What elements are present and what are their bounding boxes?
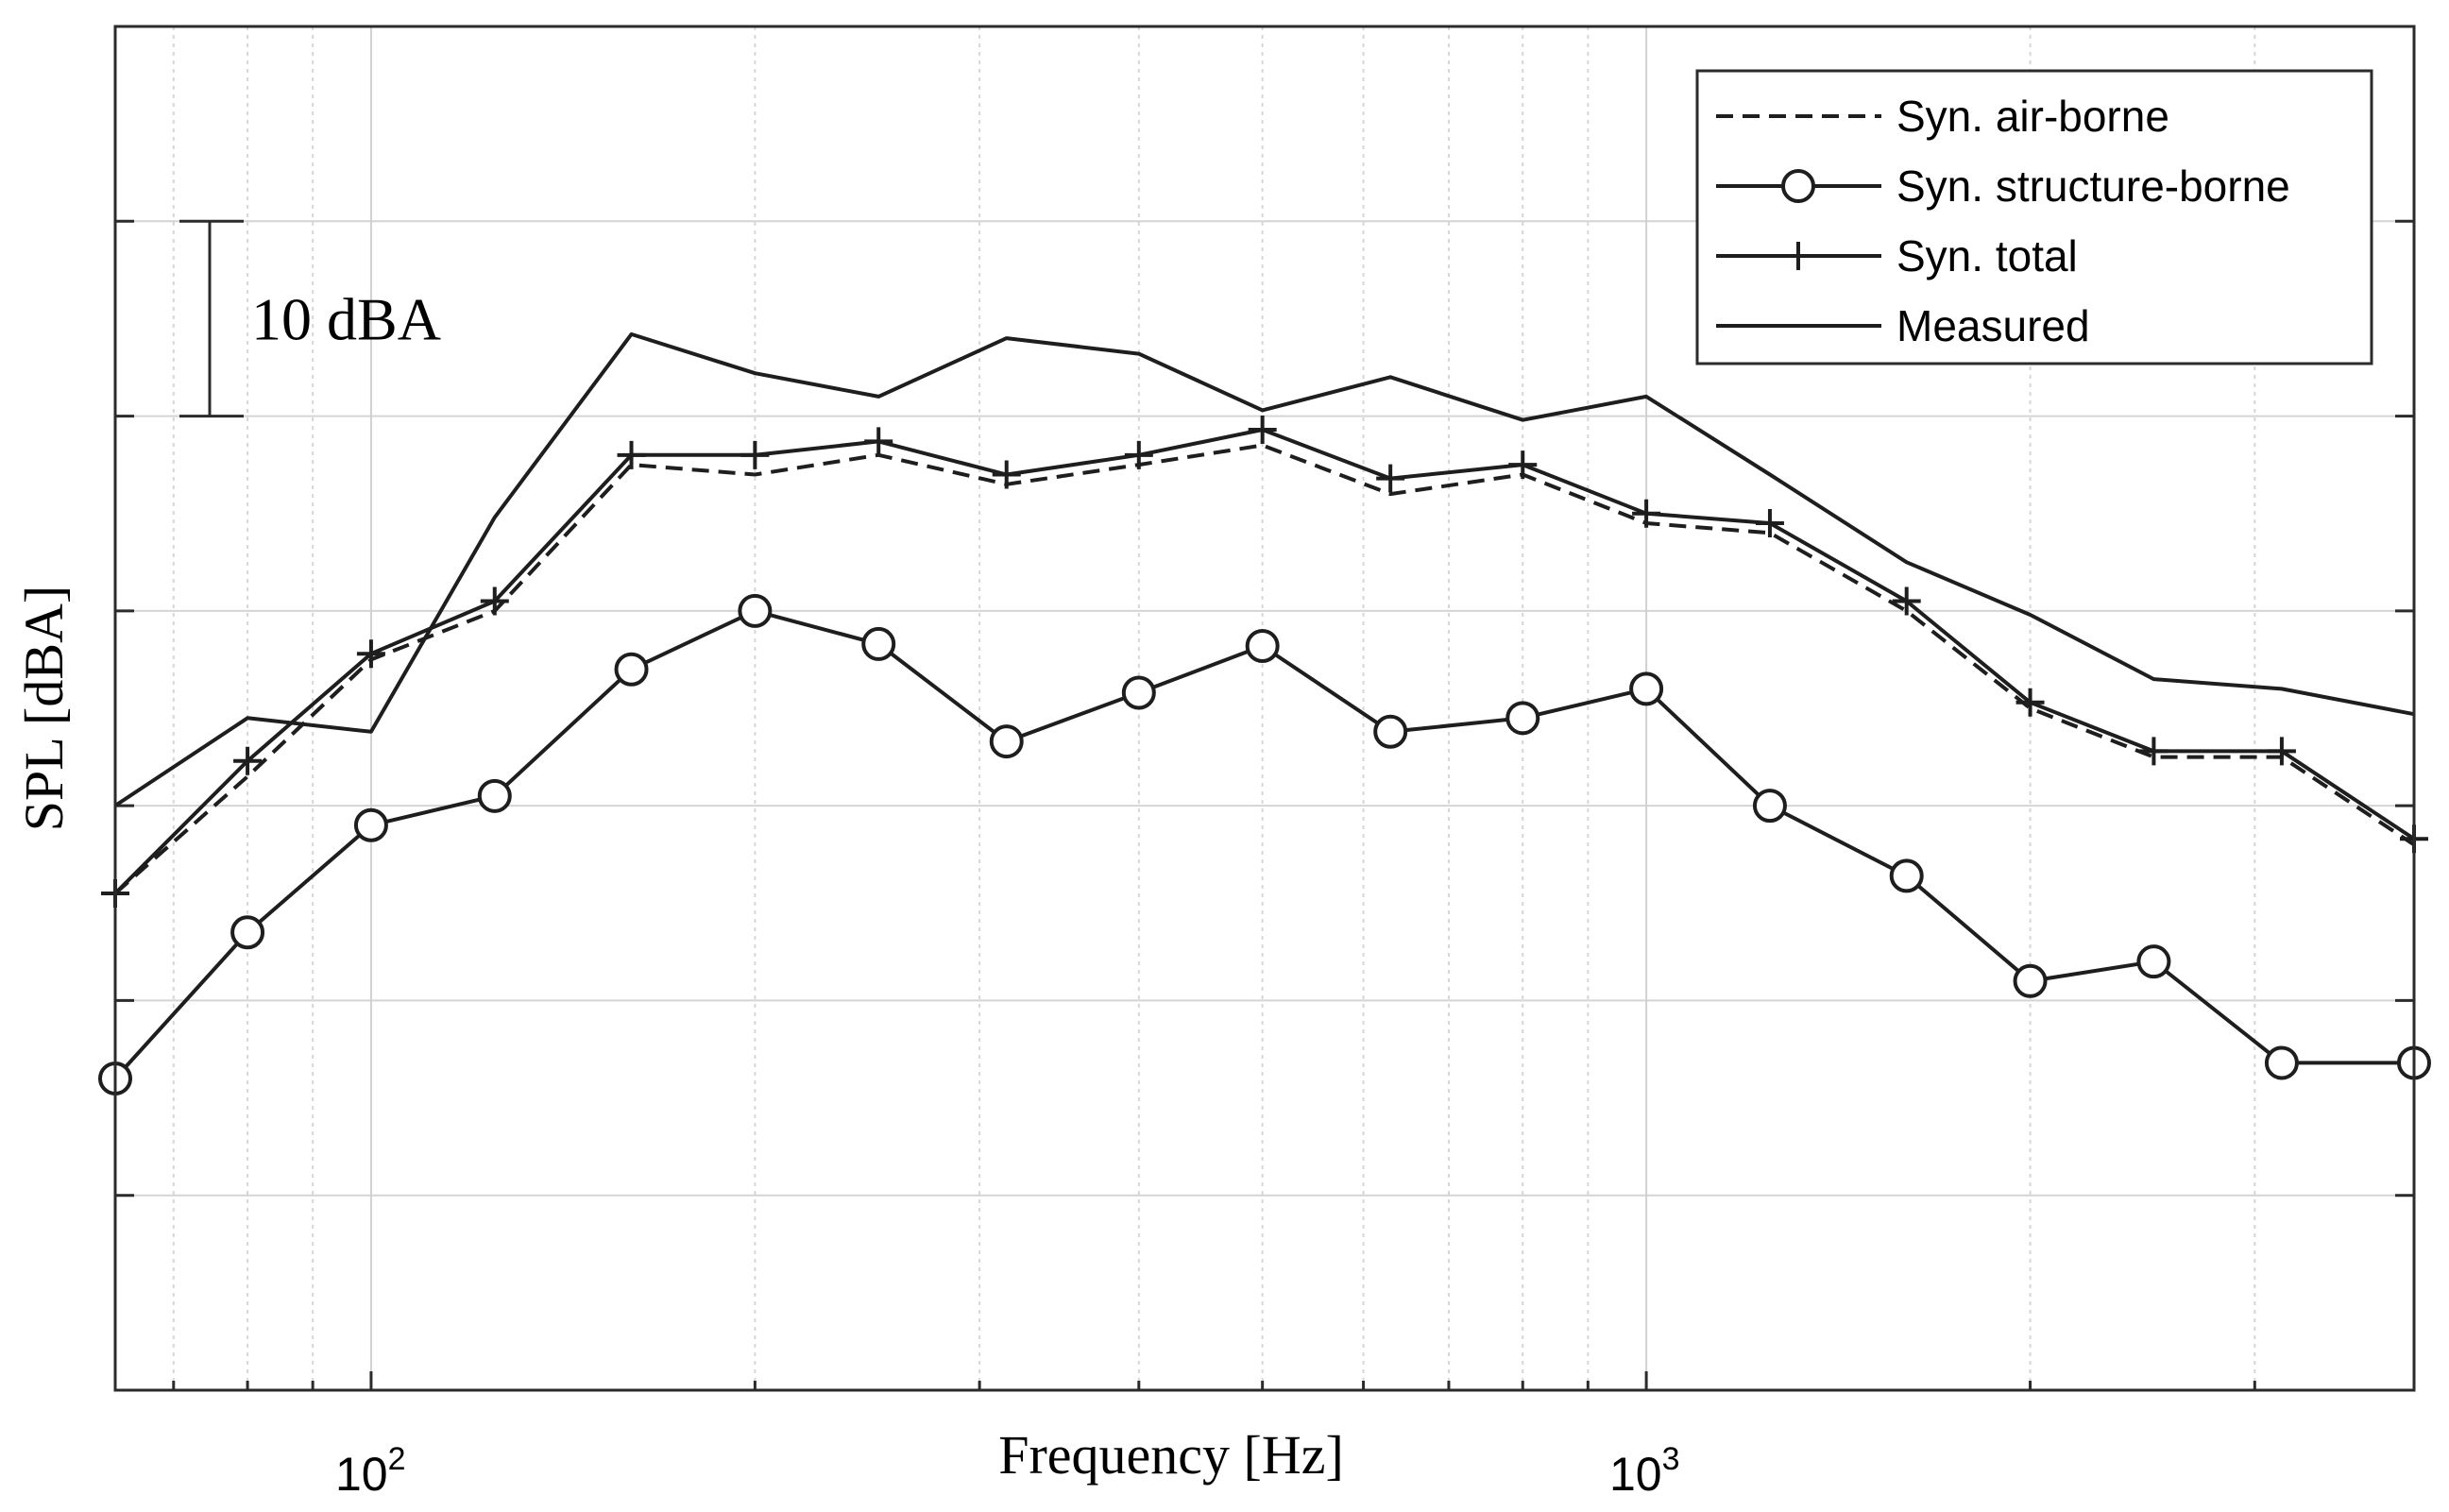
plus-marker [1376, 464, 1405, 493]
x-tick-labels: 102 103 [335, 1441, 1680, 1501]
circle-marker [861, 626, 896, 661]
plus-marker [864, 427, 893, 456]
x-tick-base: 10 [335, 1448, 388, 1501]
plot-series [98, 331, 2431, 1096]
plus-marker [233, 746, 263, 775]
legend-entry-2: Syn. structure-borne [1716, 161, 2290, 211]
plus-marker [1892, 586, 1921, 616]
circle-marker [1245, 628, 1280, 663]
legend-plus-marker [1784, 242, 1812, 270]
circle-marker [1629, 671, 1664, 706]
plus-marker [740, 440, 770, 469]
plus-marker [2267, 737, 2296, 766]
plus-marker [1508, 450, 1538, 480]
legend-label: Syn. air-borne [1896, 92, 2169, 141]
circle-marker [2136, 944, 2171, 979]
circle-marker [2013, 963, 2048, 998]
circle-marker [2264, 1045, 2299, 1080]
x-tick-exponent: 3 [1662, 1441, 1680, 1477]
plus-marker [992, 460, 1021, 489]
circle-marker [1121, 675, 1156, 710]
series-2 [98, 593, 2431, 1096]
scale-bar: 10 dBA [179, 219, 441, 418]
plus-marker [356, 639, 385, 669]
plus-marker [2139, 737, 2168, 766]
legend-label: Syn. total [1896, 231, 2078, 280]
legend-label: Syn. structure-borne [1896, 161, 2290, 211]
plot-frame [113, 25, 2416, 1392]
plus-marker [617, 440, 646, 469]
circle-marker [353, 807, 388, 842]
circle-marker [1505, 701, 1540, 736]
series-4 [113, 331, 2415, 807]
x-tick-base: 10 [1609, 1448, 1662, 1501]
plus-marker [1248, 416, 1277, 445]
plus-marker [1124, 440, 1153, 469]
circle-marker [1373, 714, 1408, 749]
y-ticks [115, 219, 2414, 1390]
legend-box [1695, 69, 2373, 365]
x-tick-exponent: 2 [388, 1441, 406, 1477]
legend-entry-1: Syn. air-borne [1716, 92, 2169, 141]
x-tick-label-100: 102 [335, 1441, 406, 1501]
plus-marker [2015, 688, 2045, 717]
circle-marker [738, 593, 773, 628]
x-axis-label: Frequency [Hz] [998, 1424, 1344, 1486]
circle-marker [989, 724, 1024, 759]
x-tick-label-1000: 103 [1609, 1441, 1680, 1501]
circle-marker [230, 915, 265, 950]
plus-marker [1755, 509, 1784, 538]
circle-marker [1889, 858, 1924, 893]
series-line [113, 331, 2415, 807]
scale-bar-label: 10 dBA [251, 285, 441, 352]
legend-entry-3: Syn. total [1716, 231, 2078, 280]
legend: Syn. air-borne Syn. structure-borne Syn. t… [1695, 69, 2373, 365]
plus-marker [1632, 499, 1661, 528]
legend-circle-marker [1781, 169, 1815, 203]
legend-label: Measured [1896, 301, 2090, 350]
circle-marker [477, 778, 512, 813]
plus-marker [480, 586, 509, 616]
circle-marker [1752, 789, 1787, 824]
legend-entry-4: Measured [1716, 301, 2090, 350]
y-axis-label: SPL [dBA] [13, 586, 75, 832]
circle-marker [614, 652, 649, 687]
